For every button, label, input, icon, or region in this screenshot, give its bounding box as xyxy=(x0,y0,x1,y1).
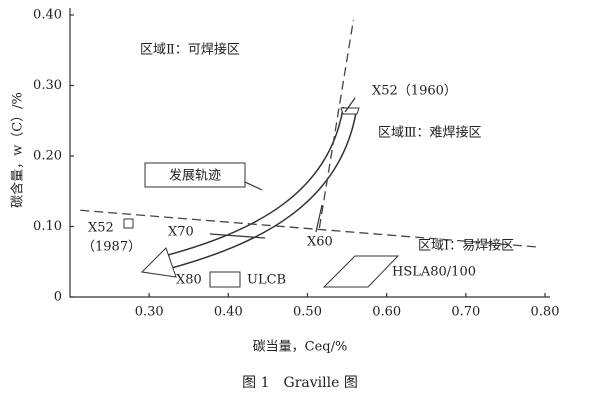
annotation: X70 xyxy=(168,225,194,240)
leader xyxy=(209,233,266,239)
trajectory-arrow xyxy=(140,106,360,278)
y-axis-label: 碳含量，w（C）/% xyxy=(10,92,26,208)
leader xyxy=(315,204,323,233)
dashed-line xyxy=(318,19,355,229)
annotation: ULCB xyxy=(247,273,286,288)
label-box xyxy=(144,162,246,188)
x-tick-label: 0.30 xyxy=(135,305,164,320)
y-tick-label: 0.40 xyxy=(33,8,62,23)
y-tick-label: 0.20 xyxy=(33,149,62,164)
y-tick-label: 0.30 xyxy=(33,78,62,93)
x-tick-label: 0.80 xyxy=(531,305,560,320)
y-tick-label: 0 xyxy=(54,290,62,305)
leader xyxy=(344,97,356,113)
hsla-region xyxy=(322,255,400,288)
annotation: X52 xyxy=(88,221,114,236)
chart-title: 图 1 Graville 图 xyxy=(242,375,358,391)
x-tick-label: 0.60 xyxy=(372,305,401,320)
annotation: HSLA80/100 xyxy=(392,265,476,280)
y-tick-label: 0.10 xyxy=(33,219,62,234)
annotation: 发展轨迹 xyxy=(169,168,221,184)
annotation: （1987） xyxy=(82,240,141,255)
annotation: X52（1960） xyxy=(372,84,457,99)
x-axis-label: 碳当量，Ceq/% xyxy=(253,340,348,355)
x-tick-label: 0.40 xyxy=(214,305,243,320)
x-tick-label: 0.70 xyxy=(451,305,480,320)
x52-1987-region xyxy=(123,218,134,229)
leader xyxy=(244,181,263,191)
ulcb-region xyxy=(209,271,241,288)
dashed-line xyxy=(80,209,538,248)
annotation: X60 xyxy=(307,235,333,250)
annotation: 区域Ⅰ：易焊接区 xyxy=(418,238,514,254)
annotation: 区域Ⅲ：难焊接区 xyxy=(378,125,482,141)
annotation: X80 xyxy=(176,273,202,288)
annotation: 区域Ⅱ：可焊接区 xyxy=(140,42,240,58)
x-tick-label: 0.50 xyxy=(293,305,322,320)
